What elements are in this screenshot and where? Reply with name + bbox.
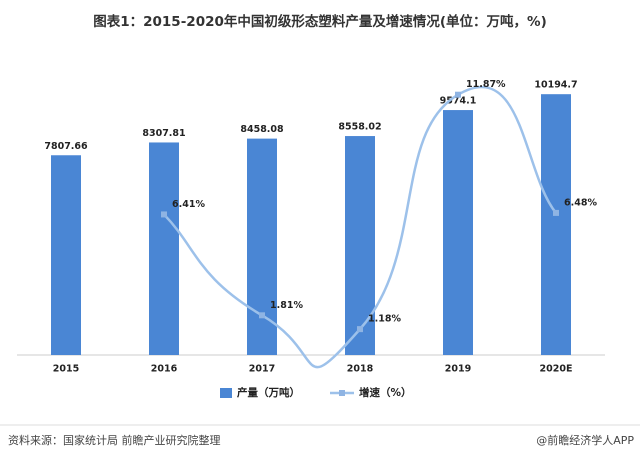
line-value-label: 11.87% [466, 79, 506, 90]
bar-value-label: 8558.02 [338, 122, 381, 133]
bar-value-label: 9574.1 [440, 96, 477, 107]
x-tick-label: 2020E [540, 364, 573, 375]
line-value-label: 1.18% [368, 314, 401, 325]
bar-value-label: 8458.08 [240, 124, 284, 135]
line-value-label: 1.81% [270, 300, 303, 311]
bar [247, 138, 277, 355]
chart-title: 图表1：2015-2020年中国初级形态塑料产量及增速情况(单位：万吨，%) [93, 13, 547, 30]
bar [541, 94, 571, 355]
bar [149, 142, 179, 355]
x-tick-label: 2016 [151, 364, 178, 375]
x-tick-label: 2015 [53, 364, 79, 375]
legend-marker [339, 390, 345, 396]
line-marker [357, 326, 363, 333]
bar [443, 110, 473, 355]
bar-value-label: 8307.81 [142, 128, 185, 139]
legend-label: 产量（万吨） [237, 386, 300, 399]
bar-value-label: 7807.66 [44, 141, 88, 152]
x-tick-label: 2019 [445, 364, 471, 375]
x-tick-label: 2018 [347, 364, 374, 375]
line-marker [259, 312, 265, 319]
line-marker [455, 91, 461, 98]
line-value-label: 6.41% [172, 199, 205, 210]
bar [51, 155, 81, 355]
source-note: 资料来源：国家统计局 前瞻产业研究院整理 [8, 433, 221, 447]
bar-value-label: 10194.7 [534, 80, 577, 91]
legend-swatch [220, 388, 232, 398]
brand-note: @前瞻经济学人APP [536, 433, 634, 447]
x-tick-label: 2017 [249, 364, 275, 375]
legend-label: 增速（%） [359, 386, 412, 399]
line-series [163, 85, 557, 369]
line-marker [161, 211, 167, 218]
line-value-label: 6.48% [564, 197, 597, 208]
line-marker [553, 209, 559, 216]
